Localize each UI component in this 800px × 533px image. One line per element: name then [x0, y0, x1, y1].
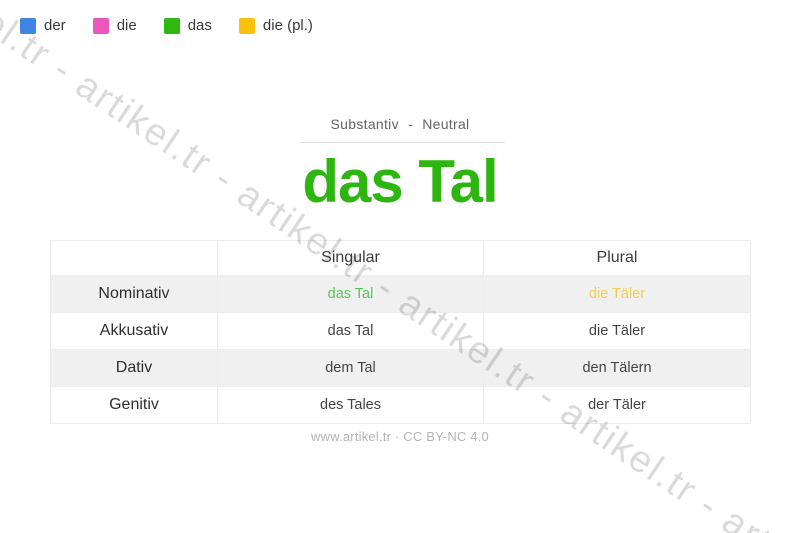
- table-header-row: Singular Plural: [50, 240, 751, 276]
- gender-legend: der die das die (pl.): [20, 17, 313, 34]
- legend-label-die: die: [116, 17, 137, 34]
- legend-label-die-plural: die (pl.): [262, 17, 313, 34]
- title-divider: [300, 142, 505, 143]
- akkusativ-singular-value: das Tal: [217, 312, 484, 350]
- nominativ-singular-value: das Tal: [217, 275, 484, 313]
- legend-item-der: der: [20, 17, 66, 34]
- word-type-subtitle: Substantiv - Neutral: [330, 116, 470, 132]
- declension-table: Singular Plural Nominativ das Tal die Tä…: [50, 240, 751, 424]
- die-plural-color-swatch: [238, 17, 255, 34]
- genitiv-plural-value: der Täler: [483, 386, 751, 424]
- table-row-dativ: Dativ dem Tal den Tälern: [50, 349, 751, 387]
- legend-item-die-plural: die (pl.): [238, 17, 313, 34]
- table-row-nominativ: Nominativ das Tal die Täler: [50, 275, 751, 313]
- nominativ-plural-value: die Täler: [483, 275, 751, 313]
- table-row-genitiv: Genitiv des Tales der Täler: [50, 386, 751, 424]
- corner-header-cell: [50, 240, 218, 276]
- case-label: Genitiv: [50, 386, 218, 424]
- dativ-plural-value: den Tälern: [483, 349, 751, 387]
- die-color-swatch: [92, 17, 109, 34]
- declension-table-container: Singular Plural Nominativ das Tal die Tä…: [50, 240, 751, 424]
- genitiv-singular-value: des Tales: [217, 386, 484, 424]
- legend-label-das: das: [187, 17, 212, 34]
- legend-item-das: das: [163, 17, 212, 34]
- case-label: Nominativ: [50, 275, 218, 313]
- table-row-akkusativ: Akkusativ das Tal die Täler: [50, 312, 751, 350]
- page-title: das Tal: [302, 148, 498, 215]
- der-color-swatch: [20, 17, 36, 34]
- akkusativ-plural-value: die Täler: [483, 312, 751, 350]
- legend-label-der: der: [44, 17, 66, 34]
- dativ-singular-value: dem Tal: [217, 349, 484, 387]
- case-label: Akkusativ: [50, 312, 218, 350]
- legend-item-die: die: [92, 17, 137, 34]
- column-header-singular: Singular: [217, 240, 484, 276]
- das-color-swatch: [163, 17, 180, 34]
- column-header-plural: Plural: [483, 240, 751, 276]
- case-label: Dativ: [50, 349, 218, 387]
- attribution-footer: www.artikel.tr · CC BY-NC 4.0: [311, 429, 489, 444]
